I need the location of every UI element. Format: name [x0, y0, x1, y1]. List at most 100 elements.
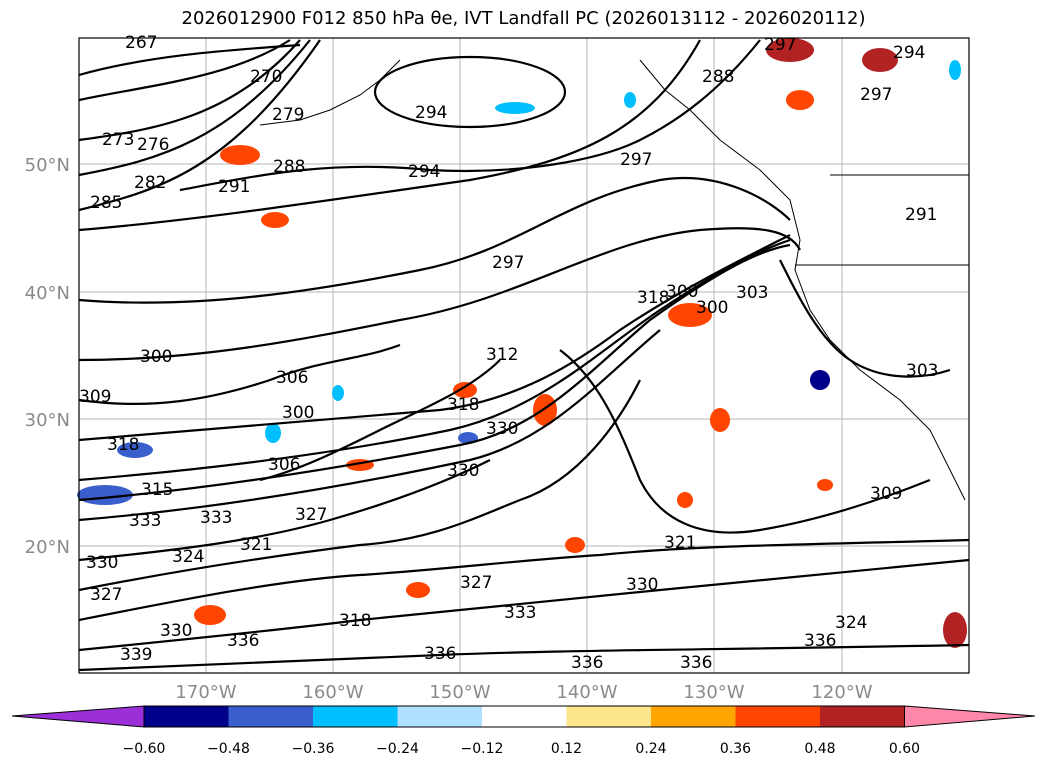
- contour-label: 330: [626, 575, 658, 595]
- positive-anomaly-patch: [786, 90, 814, 110]
- contour-label: 327: [295, 505, 327, 525]
- positive-anomaly-patch: [710, 408, 730, 432]
- colorbar-segment: [144, 706, 229, 727]
- colorbar-extend-max: [904, 705, 1036, 728]
- contour-label: 312: [486, 345, 518, 365]
- colorbar-tick-label: −0.48: [207, 741, 250, 757]
- map-border: [78, 37, 970, 674]
- negative-anomaly-patch: [332, 385, 344, 401]
- colorbar-tick-label: 0.60: [889, 741, 920, 757]
- colorbar-segment: [482, 706, 567, 727]
- contour-label: 273: [102, 130, 134, 150]
- contour-line: [78, 643, 970, 672]
- contour-label: 291: [218, 177, 250, 197]
- positive-anomaly-patch: [943, 612, 967, 648]
- positive-anomaly-patch: [194, 605, 226, 625]
- colorbar-tick-label: 0.24: [635, 741, 666, 757]
- contour-line: [78, 538, 970, 622]
- lon-label-140w: 140°W: [556, 682, 617, 703]
- contour-label: 294: [408, 162, 440, 182]
- contour-label: 288: [702, 67, 734, 87]
- contour-label: 279: [272, 105, 304, 125]
- positive-anomaly-patch: [862, 48, 898, 72]
- contour-label: 324: [172, 547, 204, 567]
- colorbar-segment: [651, 706, 736, 727]
- colorbar-segment: [313, 706, 398, 727]
- contour-line: [78, 227, 801, 362]
- contour-line: [78, 234, 791, 442]
- colorbar-segment: [735, 706, 820, 727]
- contour-label: 330: [447, 461, 479, 481]
- contour-label: 276: [137, 135, 169, 155]
- contour-line: [78, 243, 791, 502]
- contour-label: 336: [680, 653, 712, 673]
- contour-label: 300: [140, 347, 172, 367]
- positive-anomaly-patch: [817, 479, 833, 491]
- contour-label: 339: [120, 645, 152, 665]
- contour-line: [78, 39, 321, 212]
- contour-label: 306: [268, 455, 300, 475]
- positive-anomaly-patch: [261, 212, 289, 228]
- contour-line: [78, 558, 970, 652]
- contour-line: [78, 39, 291, 102]
- contour-line: [373, 55, 567, 129]
- contour-label: 285: [90, 193, 122, 213]
- lon-label-120w: 120°W: [811, 682, 872, 703]
- negative-anomaly-patch: [624, 92, 636, 108]
- lat-label-20n: 20°N: [25, 537, 70, 558]
- theta-e-contours: [78, 39, 970, 672]
- positive-anomaly-patch: [668, 303, 712, 327]
- contour-line: [78, 176, 791, 304]
- contour-label: 297: [764, 35, 796, 55]
- contour-label: 330: [160, 621, 192, 641]
- contour-label: 300: [696, 298, 728, 318]
- negative-anomaly-patch: [810, 370, 830, 390]
- map-title: 2026012900 F012 850 hPa θe, IVT Landfall…: [181, 8, 866, 29]
- negative-anomaly-patch: [495, 102, 535, 114]
- contour-label: 336: [804, 631, 836, 651]
- contour-label: 297: [492, 253, 524, 273]
- map-plot-area: [79, 38, 969, 673]
- colorbar-segment: [820, 706, 905, 727]
- colorbar-tick-label: 0.36: [720, 741, 751, 757]
- positive-anomaly-patch: [533, 394, 557, 426]
- contour-label: 327: [90, 585, 122, 605]
- negative-anomaly-patch: [117, 442, 153, 458]
- contour-label: 267: [125, 33, 157, 53]
- colorbar-segment: [566, 706, 651, 727]
- contour-label: 315: [141, 480, 173, 500]
- colorbar-tick-label: −0.36: [292, 741, 335, 757]
- contour-label: 318: [447, 395, 479, 415]
- positive-anomaly-patch: [406, 582, 430, 598]
- contour-label: 321: [664, 533, 696, 553]
- contour-label: 303: [736, 283, 768, 303]
- contour-line: [559, 349, 931, 534]
- lat-label-40n: 40°N: [25, 283, 70, 304]
- positive-anomaly-patch: [220, 145, 260, 165]
- contour-line: [78, 39, 311, 177]
- contour-label: 306: [276, 368, 308, 388]
- lon-label-170w: 170°W: [175, 682, 236, 703]
- colorbar-extend-min: [11, 705, 145, 728]
- positive-anomaly-patch: [565, 537, 585, 553]
- contour-label: 333: [504, 603, 536, 623]
- contour-label: 327: [460, 573, 492, 593]
- lon-label-160w: 160°W: [302, 682, 363, 703]
- positive-anomaly-patch: [766, 38, 814, 62]
- colorbar-segment: [397, 706, 482, 727]
- contour-line: [78, 39, 301, 142]
- contour-line: [259, 359, 501, 482]
- colorbar-tick-label: −0.24: [376, 741, 419, 757]
- contour-label: 336: [424, 644, 456, 664]
- colorbar: −0.60 −0.48 −0.36 −0.24 −0.12 0.12 0.24 …: [11, 705, 1036, 757]
- contour-label: 318: [339, 611, 371, 631]
- contour-label: 333: [129, 511, 161, 531]
- contour-line: [779, 259, 951, 378]
- contour-line: [78, 379, 641, 592]
- colorbar-tick-label: −0.12: [461, 741, 504, 757]
- contour-label: 294: [893, 43, 925, 63]
- positive-anomaly-patch: [453, 382, 477, 398]
- contour-label: 336: [571, 653, 603, 673]
- contour-label: 297: [860, 85, 892, 105]
